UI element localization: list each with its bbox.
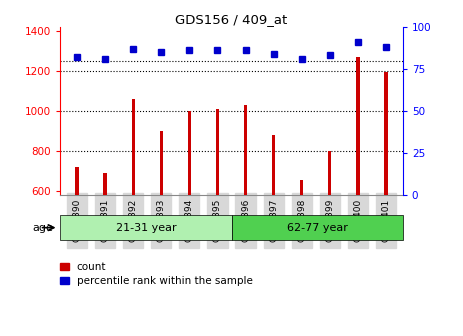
Text: age: age [32,223,53,233]
Bar [300,180,303,195]
Bar [75,167,79,195]
Text: 21-31 year: 21-31 year [116,223,176,233]
Bar [272,135,275,195]
Bar [384,72,388,195]
Bar [232,215,403,240]
Bar [244,105,247,195]
Bar [216,109,219,195]
Text: 62-77 year: 62-77 year [287,223,348,233]
Bar [356,57,360,195]
Bar [131,99,135,195]
Bar [60,215,232,240]
Bar [160,131,163,195]
Bar [328,151,332,195]
Legend: count, percentile rank within the sample: count, percentile rank within the sample [60,262,253,286]
Bar [103,173,107,195]
Bar [188,111,191,195]
Title: GDS156 / 409_at: GDS156 / 409_at [175,13,288,26]
